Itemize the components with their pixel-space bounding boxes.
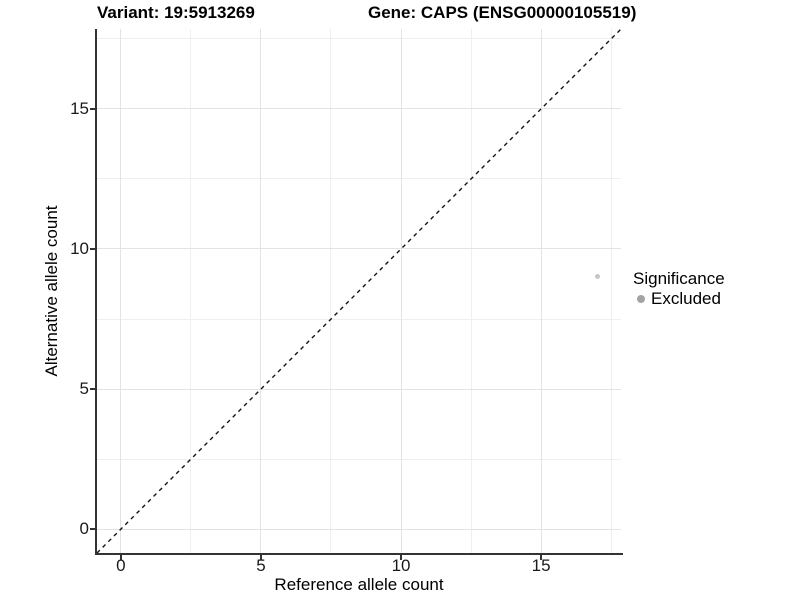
major-gridline-x: [540, 29, 542, 553]
x-tick-label: 10: [391, 556, 411, 575]
y-axis-title: Alternative allele count: [42, 205, 61, 377]
minor-gridline-x: [610, 29, 612, 553]
x-axis-line: [95, 553, 623, 555]
y-tick-label: 0: [79, 519, 89, 539]
minor-gridline-y: [97, 38, 621, 40]
y-tick-mark: [90, 247, 95, 250]
y-tick-mark: [90, 388, 95, 391]
x-tick-mark: [119, 555, 122, 560]
legend-item-excluded: Excluded: [633, 290, 725, 308]
y-tick-label: 15: [70, 98, 89, 118]
minor-gridline-x: [190, 29, 192, 553]
x-axis-title: Reference allele count: [274, 575, 444, 594]
y-axis-line: [95, 29, 97, 555]
major-gridline-x: [400, 29, 402, 553]
gene-title: Gene: CAPS (ENSG00000105519): [368, 3, 637, 22]
legend-title: Significance: [633, 269, 725, 288]
identity-line: [97, 29, 621, 553]
x-tick-label: 0: [116, 556, 126, 575]
minor-gridline-y: [97, 178, 621, 180]
minor-gridline-x: [470, 29, 472, 553]
major-gridline-y: [97, 248, 621, 250]
x-tick-label: 5: [256, 556, 266, 575]
legend-point-icon: [637, 295, 645, 303]
minor-gridline-y: [97, 318, 621, 320]
y-tick-mark: [90, 107, 95, 110]
major-gridline-y: [97, 528, 621, 530]
y-tick-label: 10: [70, 238, 89, 258]
y-tick-mark: [90, 528, 95, 531]
minor-gridline-y: [97, 458, 621, 460]
major-gridline-y: [97, 388, 621, 390]
y-tick-label: 5: [79, 379, 89, 399]
major-gridline-x: [120, 29, 122, 553]
x-tick-mark: [259, 555, 262, 560]
x-tick-mark: [540, 555, 543, 560]
x-tick-mark: [400, 555, 403, 560]
variant-title: Variant: 19:5913269: [97, 3, 255, 22]
legend-item-label: Excluded: [651, 289, 721, 308]
plot-panel: [97, 29, 621, 553]
legend: Significance Excluded: [633, 269, 725, 308]
minor-gridline-x: [330, 29, 332, 553]
major-gridline-y: [97, 108, 621, 110]
x-tick-label: 15: [531, 556, 551, 575]
major-gridline-x: [260, 29, 262, 553]
data-point: [594, 274, 600, 280]
